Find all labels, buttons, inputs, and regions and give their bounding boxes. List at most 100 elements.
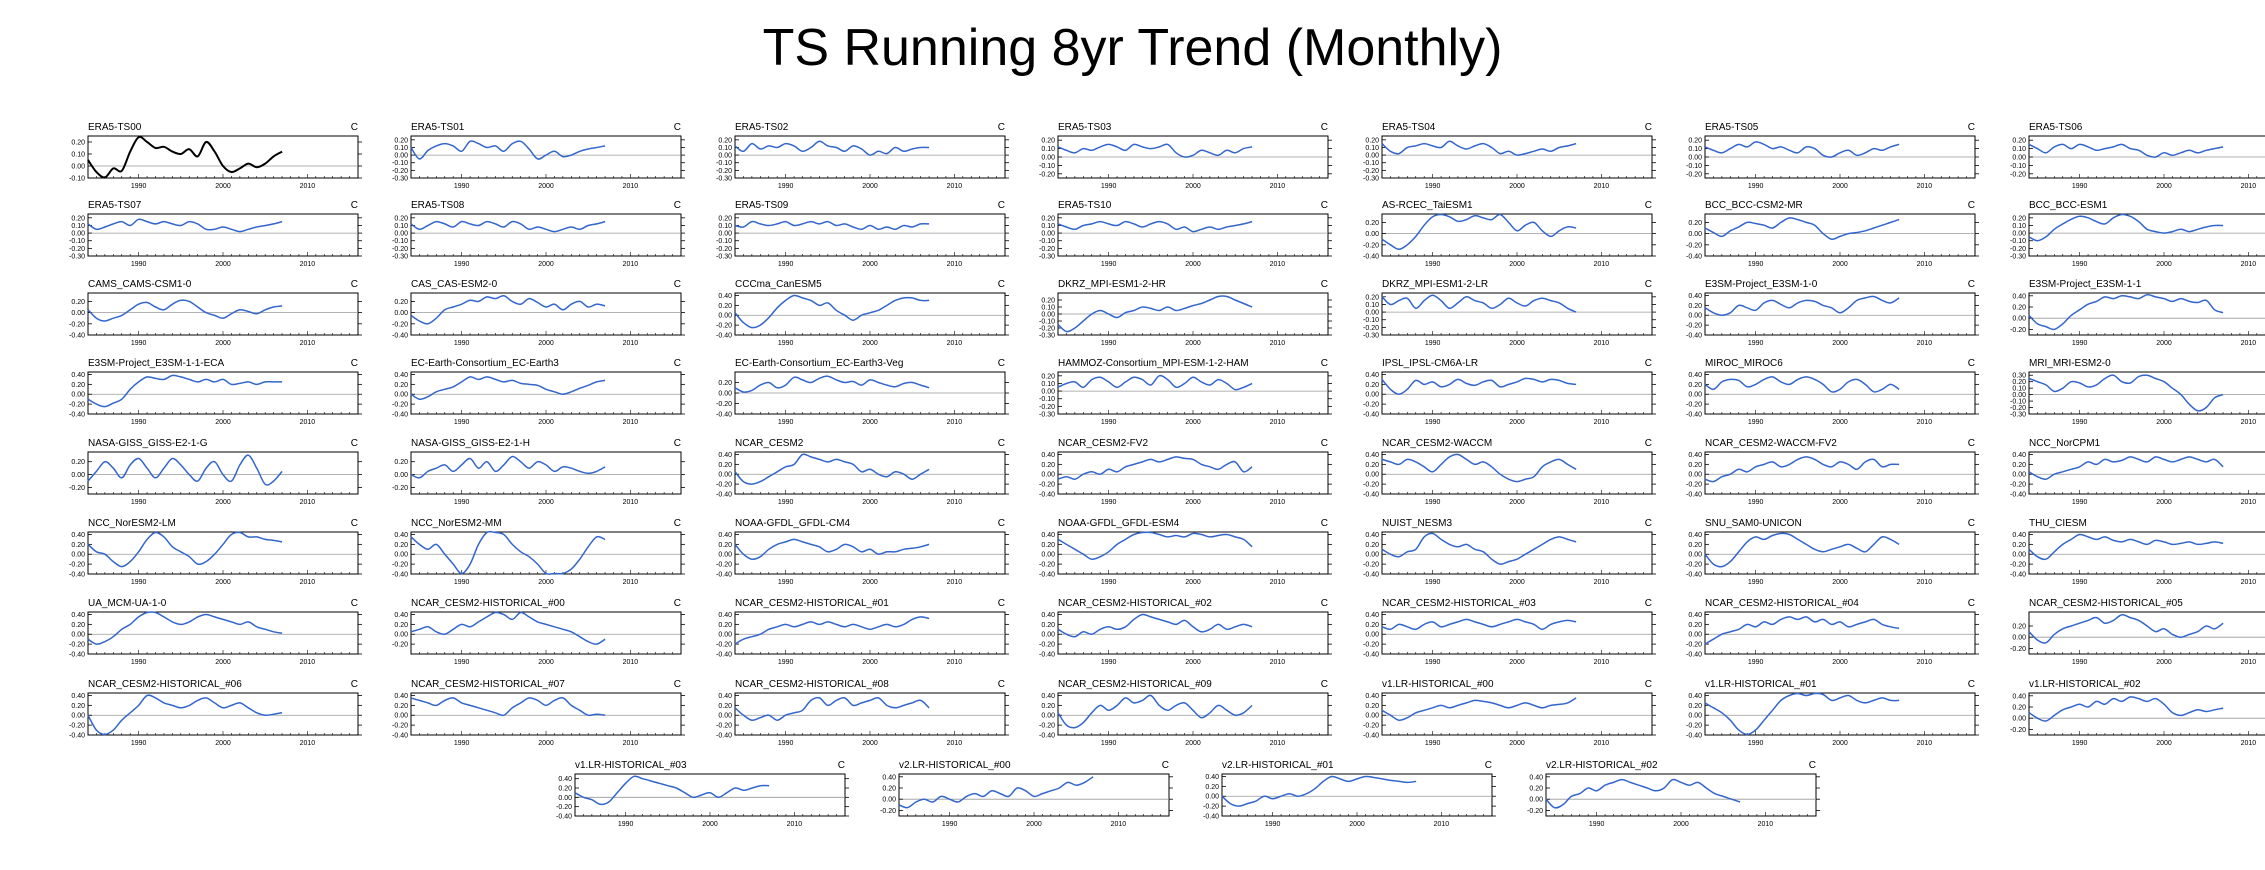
panel-unit-label: C bbox=[673, 518, 681, 529]
plot-frame bbox=[87, 213, 359, 257]
y-tick-label: -0.20 bbox=[1039, 326, 1055, 333]
x-tick-label: 1990 bbox=[454, 659, 470, 666]
panel-title: CAMS_CAMS-CSM1-0 bbox=[88, 279, 192, 290]
y-tick-label: 0.00 bbox=[71, 164, 85, 171]
y-tick-label: -0.20 bbox=[392, 321, 408, 328]
panel-unit-label: C bbox=[1967, 358, 1975, 369]
panel-unit-label: C bbox=[1644, 358, 1652, 369]
panel-title: EC-Earth-Consortium_EC-Earth3 bbox=[411, 358, 559, 369]
panel-title: IPSL_IPSL-CM6A-LR bbox=[1382, 358, 1479, 369]
x-tick-label: 2010 bbox=[1917, 659, 1933, 666]
y-tick-label: 0.20 bbox=[2012, 624, 2026, 631]
series-line bbox=[1381, 453, 1577, 483]
y-tick-label: -0.10 bbox=[2010, 238, 2026, 245]
chart-panel: v2.LR-HISTORICAL_#02 C 0.40 0.20 0.00 -0.20 19… bbox=[1498, 760, 1820, 832]
plot-frame bbox=[2028, 292, 2265, 336]
panel-plot: 0.200.10 0.00-0.10-0.20 1990 2000 2010 bbox=[1039, 135, 1332, 190]
y-tick-label: 0.00 bbox=[1365, 310, 1379, 317]
panel-plot: 0.40 0.20 0.00 -0.20 -0.40 1990 2000 2010 bbox=[716, 692, 1009, 747]
panel-unit-label: C bbox=[837, 760, 845, 771]
y-tick-label: 0.00 bbox=[718, 313, 732, 320]
chart-panel: CAMS_CAMS-CSM1-0 C 0.20 0.00 -0.20 -0.40 1990 2… bbox=[40, 279, 362, 351]
y-tick-label: -0.20 bbox=[1363, 325, 1379, 332]
y-tick-label: -0.20 bbox=[1686, 482, 1702, 489]
y-tick-label: 0.10 bbox=[71, 152, 85, 159]
x-tick-label: 2000 bbox=[1185, 419, 1201, 426]
plot-frame bbox=[1545, 773, 1817, 817]
y-tick-label: -0.20 bbox=[2010, 246, 2026, 253]
y-tick-label: -0.20 bbox=[1686, 323, 1702, 330]
x-tick-label: 2000 bbox=[215, 659, 231, 666]
plot-frame bbox=[1704, 292, 1976, 336]
panel-unit-label: C bbox=[1644, 438, 1652, 449]
plot-frame bbox=[1057, 692, 1329, 736]
panel-title: UA_MCM-UA-1-0 bbox=[88, 598, 167, 609]
y-tick-label: -0.30 bbox=[392, 254, 408, 261]
panel-unit-label: C bbox=[997, 518, 1005, 529]
y-tick-label: 0.40 bbox=[1365, 452, 1379, 459]
panel-title: E3SM-Project_E3SM-1-1 bbox=[2029, 279, 2142, 290]
panel-title: NCAR_CESM2-HISTORICAL_#07 bbox=[411, 679, 565, 690]
panel-title: E3SM-Project_E3SM-1-0 bbox=[1705, 279, 1818, 290]
plot-frame bbox=[1704, 611, 1976, 655]
x-tick-label: 1990 bbox=[1748, 419, 1764, 426]
panel-plot: 0.200.100.00-0.10-0.20-0.30 1990 2000 2010 bbox=[1363, 135, 1656, 190]
y-tick-label: -0.10 bbox=[1363, 317, 1379, 324]
y-tick-label: -0.20 bbox=[716, 168, 732, 175]
plot-frame bbox=[410, 531, 682, 575]
y-tick-label: 0.20 bbox=[71, 140, 85, 147]
y-tick-label: 0.20 bbox=[71, 542, 85, 549]
series-line bbox=[734, 538, 930, 561]
y-tick-label: -0.30 bbox=[1039, 412, 1055, 419]
x-tick-label: 2010 bbox=[1594, 261, 1610, 268]
y-tick-label: 0.00 bbox=[1365, 392, 1379, 399]
y-tick-label: -0.40 bbox=[1686, 733, 1702, 740]
chart-panel: NASA-GISS_GISS-E2-1-H C 0.20 0.00 -0.20 1990 2… bbox=[363, 438, 685, 510]
chart-panel: NUIST_NESM3 C 0.40 0.20 0.00 -0.20 -0.40 1990 20… bbox=[1334, 518, 1656, 590]
panel-title: ERA5-TS04 bbox=[1382, 122, 1436, 133]
x-tick-label: 2000 bbox=[1832, 183, 1848, 190]
panel-plot: 0.40 0.20 0.00 -0.20 -0.40 1990 2000 2010 bbox=[1686, 611, 1979, 666]
x-tick-label: 2000 bbox=[1832, 499, 1848, 506]
series-line bbox=[87, 135, 283, 179]
y-tick-label: 0.20 bbox=[2012, 542, 2026, 549]
x-tick-label: 2010 bbox=[1434, 821, 1450, 828]
y-tick-label: -0.20 bbox=[392, 246, 408, 253]
y-tick-label: 0.00 bbox=[394, 153, 408, 160]
y-tick-label: 0.00 bbox=[1205, 794, 1219, 801]
x-tick-label: 2000 bbox=[1673, 821, 1689, 828]
panel-unit-label: C bbox=[673, 438, 681, 449]
chart-panel: NCAR_CESM2-WACCM C 0.40 0.20 0.00 -0.20 -0.40 1… bbox=[1334, 438, 1656, 510]
y-tick-label: -0.40 bbox=[69, 733, 85, 740]
y-tick-label: 0.20 bbox=[2012, 138, 2026, 145]
y-tick-label: 0.00 bbox=[1365, 472, 1379, 479]
chart-panel: E3SM-Project_E3SM-1-1-ECA C 0.40 0.20 0.00 -0… bbox=[40, 358, 362, 430]
y-tick-label: -0.10 bbox=[1039, 396, 1055, 403]
y-tick-label: 0.20 bbox=[1365, 137, 1379, 144]
panel-plot: 0.40 0.20 0.00 -0.20 -0.40 1990 2000 2010 bbox=[1686, 451, 1979, 506]
y-tick-label: 0.40 bbox=[1205, 774, 1219, 781]
y-tick-label: 0.00 bbox=[394, 231, 408, 238]
y-tick-label: 0.00 bbox=[718, 472, 732, 479]
panel-plot: 0.40 0.20 0.00 -0.20 -0.40 1990 2000 2010 bbox=[392, 530, 685, 586]
y-tick-label: 0.40 bbox=[2012, 532, 2026, 539]
y-tick-label: -0.20 bbox=[1363, 242, 1379, 249]
series-line bbox=[1704, 295, 1900, 316]
chart-panel: NCAR_CESM2-HISTORICAL_#01 C 0.40 0.20 0.00 -0… bbox=[687, 598, 1009, 670]
x-tick-label: 2010 bbox=[1594, 740, 1610, 747]
series-line bbox=[1381, 140, 1577, 156]
x-tick-label: 1990 bbox=[454, 261, 470, 268]
y-tick-label: 0.20 bbox=[394, 215, 408, 222]
x-tick-label: 2010 bbox=[623, 499, 639, 506]
x-tick-label: 2010 bbox=[1594, 183, 1610, 190]
y-tick-label: 0.40 bbox=[1041, 612, 1055, 619]
y-tick-label: 0.20 bbox=[718, 215, 732, 222]
panel-plot: 0.40 0.20 0.00 -0.20 -0.40 1990 2000 2010 bbox=[1039, 692, 1332, 747]
panel-title: v2.LR-HISTORICAL_#02 bbox=[1546, 760, 1658, 771]
plot-frame bbox=[87, 371, 359, 415]
panel-plot: 0.40 0.20 0.00 -0.20 -0.40 1990 2000 2010 bbox=[1039, 531, 1332, 586]
plot-frame bbox=[1057, 611, 1329, 655]
y-tick-label: -0.30 bbox=[1039, 254, 1055, 261]
panel-unit-label: C bbox=[1644, 279, 1652, 290]
panel-title: E3SM-Project_E3SM-1-1-ECA bbox=[88, 358, 225, 369]
